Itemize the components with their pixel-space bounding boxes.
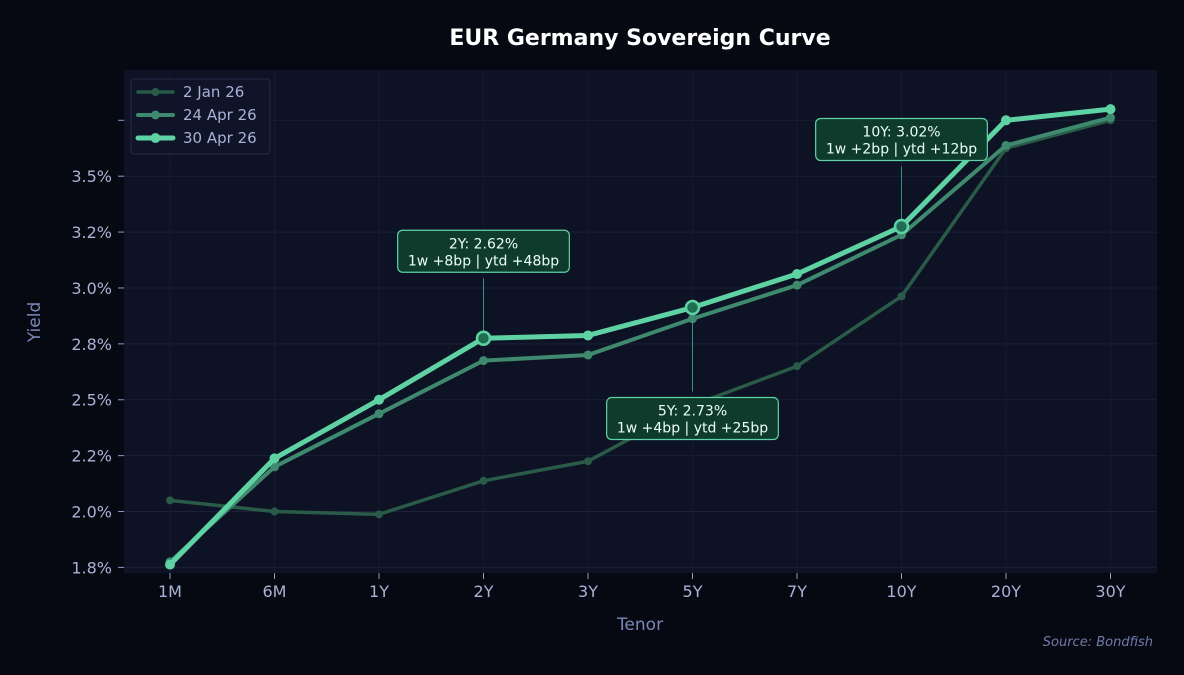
data-point xyxy=(375,510,383,519)
annotation-box xyxy=(815,117,988,162)
legend: 2 Jan 26 24 Apr 26 30 Apr 26 xyxy=(130,78,271,155)
x-tick-label: 10Y xyxy=(886,582,916,601)
data-point xyxy=(1001,140,1011,150)
series-1 xyxy=(165,113,1115,567)
legend-item: 24 Apr 26 xyxy=(136,106,257,124)
data-point xyxy=(166,496,174,505)
data-point xyxy=(792,268,802,279)
annotation-marker xyxy=(475,330,492,347)
data-point xyxy=(793,362,801,371)
series-line xyxy=(167,106,1113,568)
data-point xyxy=(374,394,384,405)
x-tick-label: 1Y xyxy=(369,582,389,601)
y-tick-label: 3.5% xyxy=(71,167,112,186)
y-axis-label: Yield xyxy=(25,302,45,343)
y-tick-label: 2.5% xyxy=(71,391,112,410)
y-tick-label: 3.0% xyxy=(71,279,112,298)
x-tick-label: 30Y xyxy=(1095,582,1125,601)
data-point xyxy=(269,453,280,464)
y-tick-label: 2.8% xyxy=(71,335,112,354)
data-point xyxy=(270,507,279,516)
data-point xyxy=(583,350,593,360)
legend-swatch-marker xyxy=(151,110,160,120)
legend-item: 2 Jan 26 xyxy=(136,83,244,101)
annotation-5Y: 5Y: 2.73%1w +4bp | ytd +25bp xyxy=(606,299,779,441)
source-note: Source: Bondfish xyxy=(1043,635,1153,650)
annotation-text-value: 5Y: 2.73% xyxy=(658,404,727,420)
x-tick-label: 3Y xyxy=(578,582,598,601)
data-point xyxy=(479,356,488,366)
legend-box xyxy=(130,78,271,155)
annotation-text-change: 1w +2bp | ytd +12bp xyxy=(826,141,977,157)
data-point xyxy=(1105,104,1116,115)
annotation-box xyxy=(397,229,570,273)
y-tick-label: 1.8% xyxy=(71,558,112,577)
annotation-marker xyxy=(684,299,701,316)
data-point xyxy=(374,409,384,419)
annotation-10Y: 10Y: 3.02%1w +2bp | ytd +12bp xyxy=(815,117,988,235)
x-axis: 1M 6M 1Y 2Y 3Y 5Y 7Y 10Y 20Y 30Y xyxy=(158,573,1126,601)
y-tick-label: 2.0% xyxy=(71,503,112,522)
legend-swatch-marker xyxy=(151,88,160,96)
data-point xyxy=(270,462,279,472)
data-point xyxy=(1106,113,1115,123)
data-point xyxy=(479,476,488,485)
series-line xyxy=(168,115,1113,564)
chart-title: EUR Germany Sovereign Curve xyxy=(449,26,830,51)
x-axis-label: Tenor xyxy=(616,615,663,635)
legend-swatch-marker xyxy=(150,133,161,143)
annotation-text-value: 10Y: 3.02% xyxy=(862,124,940,140)
x-tick-label: 7Y xyxy=(787,582,807,601)
data-point xyxy=(792,280,802,290)
x-tick-label: 1M xyxy=(158,582,182,601)
annotation-box xyxy=(606,396,779,441)
legend-label: 2 Jan 26 xyxy=(183,83,244,101)
legend-item: 30 Apr 26 xyxy=(135,129,257,147)
annotation-2Y: 2Y: 2.62%1w +8bp | ytd +48bp xyxy=(397,229,570,347)
annotation-text-change: 1w +8bp | ytd +48bp xyxy=(408,253,559,269)
data-point xyxy=(1001,115,1011,126)
data-point xyxy=(584,457,592,466)
legend-label: 30 Apr 26 xyxy=(183,129,257,147)
annotation-text-change: 1w +4bp | ytd +25bp xyxy=(617,421,768,437)
legend-label: 24 Apr 26 xyxy=(183,106,257,124)
data-point xyxy=(897,292,906,301)
data-point xyxy=(165,559,175,570)
y-tick-label: 3.2% xyxy=(71,223,112,242)
data-point xyxy=(583,330,593,341)
annotation-text-value: 2Y: 2.62% xyxy=(449,236,518,252)
y-axis: 1.8% 2.0% 2.2% 2.5% 2.8% 3.0% 3.2% 3.5% xyxy=(71,119,124,577)
y-tick-label: 2.2% xyxy=(71,447,112,466)
x-tick-label: 6M xyxy=(263,582,287,601)
x-tick-label: 20Y xyxy=(991,582,1021,601)
x-tick-label: 5Y xyxy=(683,582,703,601)
annotation-marker xyxy=(893,218,910,235)
x-tick-label: 2Y xyxy=(474,582,494,601)
